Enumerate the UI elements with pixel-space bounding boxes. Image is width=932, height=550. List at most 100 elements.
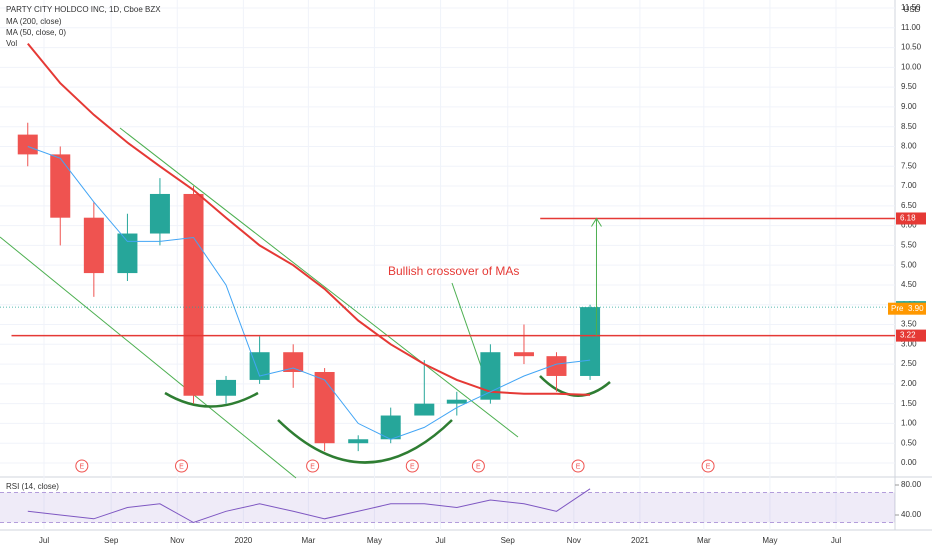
moving-average xyxy=(27,42,591,396)
price-label-box xyxy=(896,329,926,342)
candle-body xyxy=(183,193,204,396)
x-tick-label: 2021 xyxy=(631,536,649,545)
y-tick-label: 8.50 xyxy=(901,122,917,131)
x-tick-label: Jul xyxy=(39,536,49,545)
y-tick-label: 7.00 xyxy=(901,181,917,190)
y-tick-label: 2.50 xyxy=(901,359,917,368)
earnings-label: E xyxy=(179,463,184,470)
candle-body xyxy=(414,403,435,416)
candle-body xyxy=(283,352,304,372)
x-tick-label: Mar xyxy=(697,536,711,545)
trend-line xyxy=(0,236,297,479)
x-tick-label: May xyxy=(367,536,382,545)
price-label-box xyxy=(896,212,926,225)
earnings-label: E xyxy=(80,463,85,470)
price-label: 6.18 xyxy=(900,214,916,223)
candle-body xyxy=(380,415,401,440)
y-tick-label: 8.00 xyxy=(901,142,917,151)
candle-body xyxy=(480,352,501,400)
candle-body xyxy=(83,217,104,274)
candle-body xyxy=(546,356,567,376)
arrow-head xyxy=(591,217,602,227)
candle-body xyxy=(17,134,38,155)
x-tick-label: Sep xyxy=(104,536,119,545)
earnings-marker xyxy=(175,459,189,473)
legend-entry: MA (50, close, 0) xyxy=(6,28,66,37)
base-arc xyxy=(277,419,453,464)
earnings-marker xyxy=(471,459,485,473)
rsi-tick-label: 40.00 xyxy=(901,510,922,519)
y-tick-label: 5.50 xyxy=(901,241,917,250)
trend-line xyxy=(119,127,519,438)
y-tick-label: 1.50 xyxy=(901,399,917,408)
candle-body xyxy=(50,154,71,218)
y-tick-label: 10.50 xyxy=(901,43,922,52)
legend-entry: MA (200, close) xyxy=(6,17,62,26)
earnings-label: E xyxy=(410,463,415,470)
y-tick-label: 9.50 xyxy=(901,82,917,91)
x-tick-label: Nov xyxy=(567,536,581,545)
earnings-marker xyxy=(75,459,89,473)
rsi-tick-label: 80.00 xyxy=(901,480,922,489)
grid xyxy=(0,0,895,530)
y-tick-label: 3.50 xyxy=(901,320,917,329)
annotation: Bullish crossover of MAs xyxy=(388,264,519,278)
y-tick-label: 1.00 xyxy=(901,419,917,428)
y-tick-label: 6.50 xyxy=(901,201,917,210)
y-tick-label: 4.50 xyxy=(901,280,917,289)
y-tick-label: 11.50 xyxy=(901,3,921,12)
rsi-band xyxy=(0,492,895,523)
earnings-label: E xyxy=(476,463,481,470)
rsi-line xyxy=(27,488,591,524)
candle-body xyxy=(314,372,335,444)
base-arc xyxy=(164,391,259,408)
y-tick-label: 9.00 xyxy=(901,102,917,111)
x-tick-label: 2020 xyxy=(234,536,252,545)
plot xyxy=(17,42,601,452)
premarket-label: Pre xyxy=(891,304,904,313)
price-label: 3.22 xyxy=(900,331,916,340)
premarket-box xyxy=(888,302,926,315)
x-tick-label: Nov xyxy=(170,536,184,545)
legend-entry: RSI (14, close) xyxy=(6,482,59,491)
x-tick-label: Sep xyxy=(501,536,516,545)
y-tick-label: 7.50 xyxy=(901,161,917,170)
candle-body xyxy=(249,352,270,380)
earnings-marker xyxy=(701,459,715,473)
earnings-marker xyxy=(306,459,320,473)
x-tick-label: Mar xyxy=(301,536,315,545)
candle-body xyxy=(117,233,138,274)
y-tick-label: 11.00 xyxy=(901,23,921,32)
candle-body xyxy=(149,193,170,234)
drawings xyxy=(0,127,611,479)
x-tick-label: May xyxy=(762,536,777,545)
candle-body xyxy=(348,439,369,444)
base-arc xyxy=(539,375,611,397)
earnings-label: E xyxy=(310,463,315,470)
earnings-marker xyxy=(571,459,585,473)
candle-body xyxy=(446,399,467,404)
legend: PARTY CITY HOLDCO INC, 1D, Cboe BZX MA (… xyxy=(6,5,161,491)
y-tick-label: 10.00 xyxy=(901,62,922,71)
earnings-label: E xyxy=(576,463,581,470)
title: PARTY CITY HOLDCO INC, 1D, Cboe BZX xyxy=(6,5,161,14)
x-tick-label: Jul xyxy=(435,536,445,545)
y-tick-label: 5.00 xyxy=(901,260,917,269)
x-tick-label: Jul xyxy=(831,536,841,545)
y-tick-label: 0.50 xyxy=(901,438,917,447)
earnings-label: E xyxy=(706,463,711,470)
currency: USD xyxy=(904,5,921,14)
y-tick-label: 2.00 xyxy=(901,379,917,388)
legend-entry: Vol xyxy=(6,39,17,48)
premarket-value: 3.90 xyxy=(908,304,924,313)
candle-body xyxy=(513,352,534,357)
y-tick-label: 6.00 xyxy=(901,221,917,230)
moving-average xyxy=(27,146,591,440)
earnings-marker xyxy=(405,459,419,473)
y-tick-label: 3.00 xyxy=(901,339,917,348)
y-tick-label: 0.00 xyxy=(901,458,917,467)
candle-body xyxy=(216,379,237,396)
candle-body xyxy=(580,307,601,376)
